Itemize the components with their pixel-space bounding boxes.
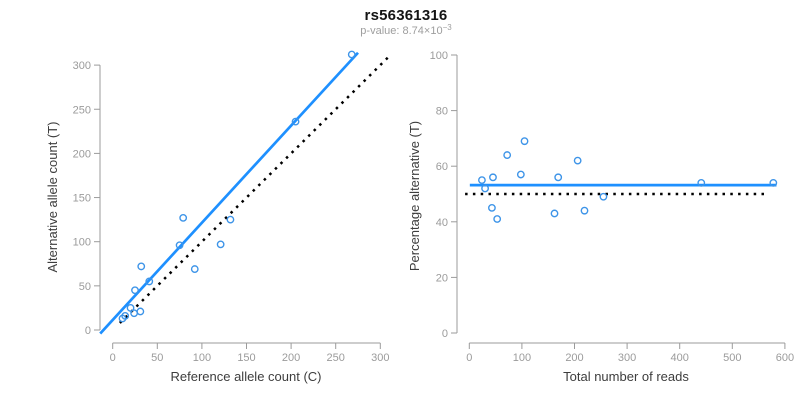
data-point [488, 203, 496, 212]
y-tick-label: 0 [85, 325, 91, 337]
pvalue-text: p-value: 8.74×10 [360, 25, 443, 37]
x-tick-label: 300 [618, 352, 636, 364]
data-point [478, 176, 486, 185]
x-tick-label: 150 [237, 352, 255, 364]
data-point [130, 309, 139, 318]
data-point [136, 307, 145, 316]
y-tick-label: 50 [79, 281, 91, 293]
pvalue-subtitle: p-value: 8.74×10−3 [6, 23, 800, 37]
data-point [489, 173, 497, 182]
data-point [291, 117, 300, 126]
x-tick-label: 0 [110, 352, 116, 364]
data-point [179, 213, 188, 222]
x-tick-label: 250 [327, 352, 345, 364]
data-point [554, 173, 563, 182]
x-tick-label: 50 [151, 352, 163, 364]
data-point [481, 184, 489, 193]
y-tick-label: 200 [73, 148, 91, 160]
data-point [175, 241, 184, 250]
y-tick-label: 0 [442, 328, 448, 340]
x-tick-label: 600 [776, 352, 794, 364]
x-tick-label: 200 [282, 352, 300, 364]
data-point [580, 206, 589, 215]
percentage-vs-reads-panel: 0 20 40 60 80 100 0 100 200 300 400 500 600 Total num… [407, 50, 794, 384]
data-point [697, 178, 706, 187]
data-point [226, 215, 235, 224]
data-point [769, 178, 778, 187]
data-point [347, 50, 356, 59]
x-tick-label: 200 [565, 352, 583, 364]
y-tick-label: 150 [73, 193, 91, 205]
x-axis-label: Total number of reads [563, 369, 689, 384]
y-tick-label: 100 [430, 50, 448, 62]
x-tick-label: 500 [723, 352, 741, 364]
y-axis-label: Percentage alternative (T) [407, 121, 422, 271]
y-tick-label: 60 [436, 161, 448, 173]
y-tick-label: 250 [73, 104, 91, 116]
data-point [190, 265, 199, 273]
data-point [503, 151, 512, 159]
pvalue-exponent: −3 [442, 23, 452, 32]
y-tick-label: 20 [436, 272, 448, 284]
allele-counts-panel: 0 50 100 150 200 250 300 0 50 100 150 200 250 300 Refe… [45, 50, 391, 384]
x-axis-label: Reference allele count (C) [170, 369, 321, 384]
regression-line [99, 51, 359, 335]
data-point [573, 156, 582, 165]
data-point [126, 304, 135, 312]
data-point [145, 277, 154, 286]
data-point [493, 215, 502, 223]
x-tick-label: 0 [466, 352, 472, 364]
data-point [516, 170, 525, 179]
data-point [137, 262, 146, 271]
data-point [520, 137, 529, 146]
y-tick-label: 300 [73, 60, 91, 72]
y-tick-label: 80 [436, 106, 448, 118]
data-point [216, 240, 225, 249]
data-point [121, 311, 130, 320]
y-axis-label: Alternative allele count (T) [45, 121, 60, 272]
data-point [599, 192, 608, 201]
x-tick-label: 400 [671, 352, 689, 364]
data-point [550, 209, 559, 218]
identity-line [118, 54, 391, 324]
x-tick-label: 100 [513, 352, 531, 364]
y-tick-label: 100 [73, 237, 91, 249]
x-tick-label: 300 [371, 352, 389, 364]
data-point [131, 286, 139, 295]
y-tick-label: 40 [436, 217, 448, 229]
x-tick-label: 100 [193, 352, 211, 364]
page-title: rs56361316 [364, 7, 448, 24]
